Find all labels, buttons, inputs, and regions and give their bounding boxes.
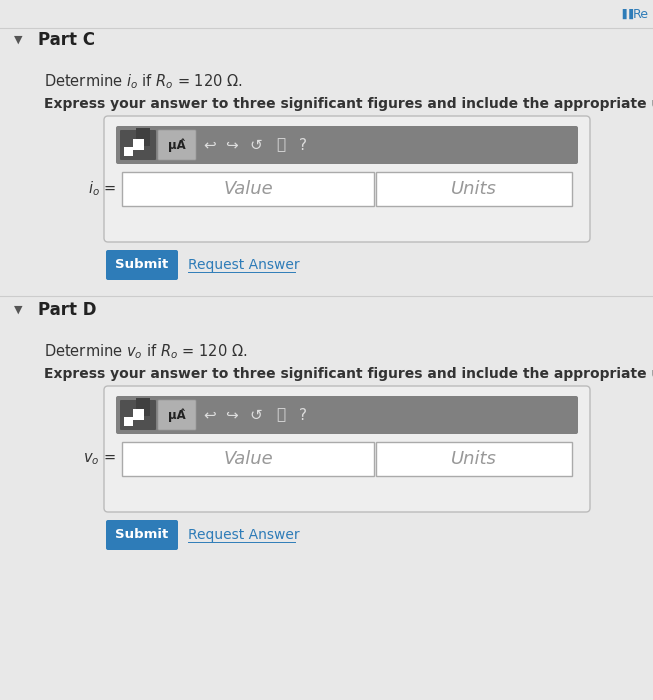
Text: ?: ? [299, 407, 307, 423]
FancyBboxPatch shape [106, 250, 178, 280]
Text: Part D: Part D [38, 301, 97, 319]
Bar [122, 442, 374, 476]
Text: ▼: ▼ [14, 35, 22, 45]
Text: ▼: ▼ [14, 305, 22, 315]
Text: Re: Re [633, 8, 649, 20]
Bar [124, 147, 133, 156]
FancyBboxPatch shape [158, 400, 196, 430]
Text: ⬜: ⬜ [276, 137, 285, 153]
Text: Part C: Part C [38, 31, 95, 49]
Bar [376, 442, 572, 476]
Bar [133, 409, 144, 420]
Bar [124, 417, 133, 426]
FancyBboxPatch shape [158, 130, 196, 160]
Text: ↩: ↩ [204, 137, 216, 153]
Text: Determine $v_o$ if $R_o$ = 120 Ω.: Determine $v_o$ if $R_o$ = 120 Ω. [44, 342, 247, 361]
Bar [136, 398, 150, 416]
Text: ↺: ↺ [249, 407, 263, 423]
Bar [376, 172, 572, 206]
Bar [122, 172, 374, 206]
Text: Request Answer: Request Answer [188, 258, 300, 272]
FancyBboxPatch shape [120, 400, 156, 430]
Text: $i_o$ =: $i_o$ = [88, 180, 116, 198]
Text: Express your answer to three significant figures and include the appropriate uni: Express your answer to three significant… [44, 367, 653, 381]
Text: Request Answer: Request Answer [188, 528, 300, 542]
Text: ↩: ↩ [204, 407, 216, 423]
Text: ▐▐: ▐▐ [618, 9, 633, 19]
Text: Submit: Submit [116, 258, 168, 272]
Text: $v_o$ =: $v_o$ = [84, 452, 116, 467]
FancyBboxPatch shape [116, 126, 578, 164]
Text: μÂ: μÂ [168, 408, 186, 421]
Bar [136, 128, 150, 146]
FancyBboxPatch shape [104, 116, 590, 242]
Text: ?: ? [299, 137, 307, 153]
Text: Value: Value [223, 180, 273, 198]
Text: ⬜: ⬜ [276, 407, 285, 423]
FancyBboxPatch shape [104, 386, 590, 512]
FancyBboxPatch shape [120, 130, 156, 160]
Text: ↪: ↪ [226, 137, 238, 153]
Text: Determine $i_o$ if $R_o$ = 120 Ω.: Determine $i_o$ if $R_o$ = 120 Ω. [44, 73, 243, 92]
Text: Submit: Submit [116, 528, 168, 542]
FancyBboxPatch shape [116, 396, 578, 434]
FancyBboxPatch shape [106, 520, 178, 550]
Bar [133, 139, 144, 150]
Text: Value: Value [223, 450, 273, 468]
Text: ↺: ↺ [249, 137, 263, 153]
Text: Units: Units [451, 180, 497, 198]
Text: μÂ: μÂ [168, 139, 186, 152]
Text: Express your answer to three significant figures and include the appropriate uni: Express your answer to three significant… [44, 97, 653, 111]
Text: Units: Units [451, 450, 497, 468]
Text: ↪: ↪ [226, 407, 238, 423]
